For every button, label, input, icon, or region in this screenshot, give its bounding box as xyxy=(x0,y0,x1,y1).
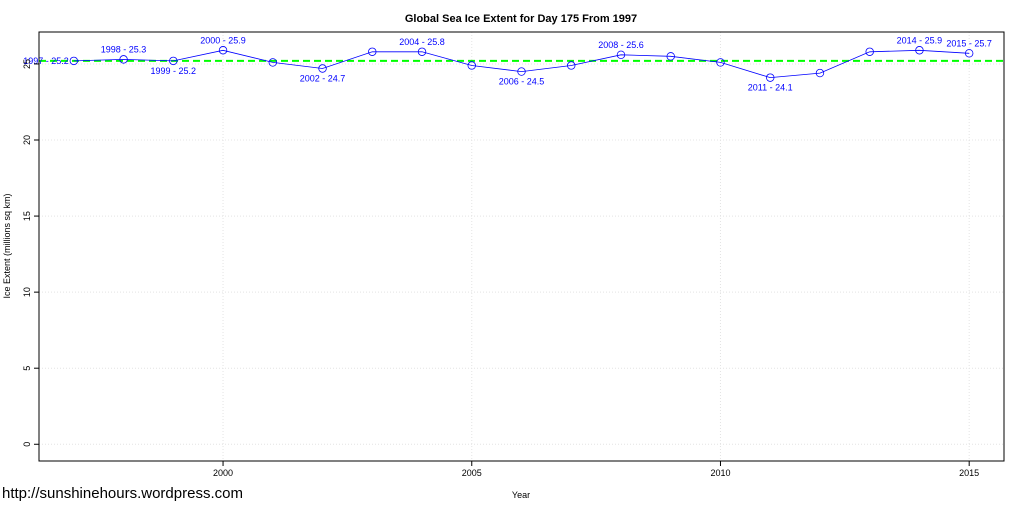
point-label: 1998 - 25.3 xyxy=(101,44,147,54)
data-point xyxy=(815,68,825,78)
point-label: 1999 - 25.2 xyxy=(151,66,197,76)
y-tick-label: 15 xyxy=(22,211,32,221)
data-point xyxy=(865,47,874,56)
series-line xyxy=(73,49,970,79)
point-label: 2004 - 25.8 xyxy=(399,37,445,47)
data-point xyxy=(119,55,128,64)
y-axis: 0 5 10 15 20 25 xyxy=(22,59,39,447)
x-tick-label: 2000 xyxy=(213,468,233,478)
point-label: 2000 - 25.9 xyxy=(200,35,246,45)
data-point xyxy=(69,56,79,66)
data-point xyxy=(666,52,675,61)
x-tick-label: 2010 xyxy=(710,468,730,478)
data-points xyxy=(69,46,974,82)
y-tick-label: 10 xyxy=(22,287,32,297)
x-axis-label: Year xyxy=(512,490,530,500)
point-label: 2006 - 24.5 xyxy=(499,77,545,87)
data-point xyxy=(218,46,228,55)
y-tick-label: 5 xyxy=(22,366,32,371)
point-label: 2008 - 25.6 xyxy=(598,40,644,50)
point-label: 2002 - 24.7 xyxy=(300,74,346,84)
point-label: 2014 - 25.9 xyxy=(897,35,943,45)
y-tick-label: 25 xyxy=(22,59,32,69)
data-point xyxy=(169,56,178,66)
data-point xyxy=(517,67,526,76)
point-label: 1997 - 25.2 xyxy=(23,56,69,66)
data-point xyxy=(467,61,476,70)
point-label: 2015 - 25.7 xyxy=(946,38,992,48)
watermark-url: http://sunshinehours.wordpress.com xyxy=(2,485,243,502)
y-tick-label: 20 xyxy=(22,135,32,145)
series-polyline xyxy=(73,49,970,79)
point-labels: 1997 - 25.2 1998 - 25.3 1999 - 25.2 2000 - … xyxy=(23,35,992,92)
data-point xyxy=(417,47,427,56)
plot-frame xyxy=(38,31,1005,462)
point-label: 2011 - 24.1 xyxy=(748,83,793,93)
data-point xyxy=(318,64,327,73)
x-axis: 2000 2005 2010 2015 xyxy=(213,461,979,478)
y-axis-label: Ice Extent (millions sq km) xyxy=(2,193,12,298)
data-point xyxy=(268,58,277,67)
data-point xyxy=(368,47,377,56)
data-point xyxy=(964,49,974,58)
chart-title: Global Sea Ice Extent for Day 175 From 1… xyxy=(405,13,637,25)
data-point xyxy=(616,50,626,60)
y-tick-label: 0 xyxy=(22,442,32,447)
x-tick-label: 2005 xyxy=(462,468,482,478)
x-tick-label: 2015 xyxy=(959,468,979,478)
grid xyxy=(39,32,1004,461)
data-point xyxy=(766,73,775,82)
data-point xyxy=(716,58,725,67)
data-point xyxy=(915,46,924,55)
data-point xyxy=(567,61,576,70)
